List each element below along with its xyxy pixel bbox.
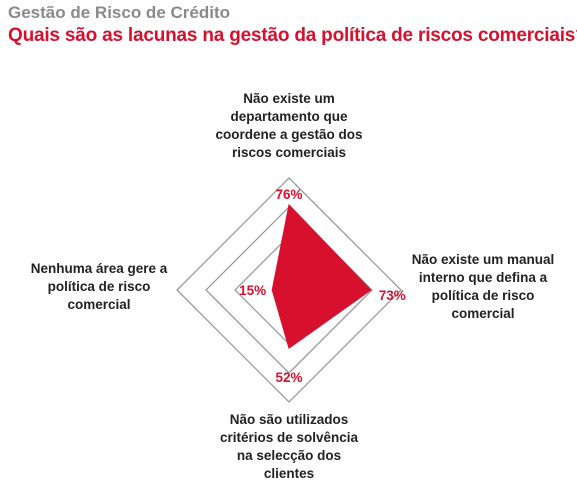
axis-label-line: comercial	[451, 306, 514, 321]
axis-label-line: Não existe um	[243, 91, 335, 106]
axis-label-line: na selecção dos	[237, 448, 341, 463]
axis-label-line: política de risco	[432, 288, 535, 303]
axis-label-line: política de risco	[48, 279, 151, 294]
axis-label-line: riscos comerciais	[232, 145, 346, 160]
axis-label-line: comercial	[67, 297, 130, 312]
axis-label-1: Não existe um departamento que coordene a …	[215, 91, 362, 160]
axis-label-line: Não são utilizados	[230, 412, 349, 427]
axis-label-line: departamento que	[230, 109, 348, 124]
chart-kicker: Gestão de Risco de Crédito	[8, 3, 230, 22]
series-area	[271, 203, 372, 350]
value-label-3: 52%	[275, 370, 302, 385]
axis-label-line: critérios de solvência	[220, 430, 359, 445]
value-labels: 76% 73% 52% 15%	[239, 187, 406, 385]
chart-title: Quais são as lacunas na gestão da políti…	[8, 25, 577, 46]
axis-label-4: Nenhuma área gere a política de risco come…	[31, 261, 168, 312]
axis-label-line: clientes	[264, 466, 314, 481]
radar-series	[271, 203, 372, 350]
axis-label-line: interno que defina a	[419, 270, 548, 285]
axis-label-line: coordene a gestão dos	[215, 127, 362, 142]
axis-label-line: Não existe um manual	[412, 252, 555, 267]
axis-label-line: Nenhuma área gere a	[31, 261, 168, 276]
axis-label-3: Não são utilizados critérios de solvência…	[220, 412, 359, 481]
value-label-2: 73%	[379, 288, 406, 303]
chart-header: Gestão de Risco de Crédito Quais são as …	[8, 2, 577, 48]
value-label-1: 76%	[275, 187, 302, 202]
axis-labels: Não existe um departamento que coordene a …	[31, 91, 555, 481]
value-label-4: 15%	[239, 283, 266, 298]
grid-ring-1	[176, 177, 402, 403]
axis-label-2: Não existe um manual interno que defina a…	[412, 252, 555, 321]
